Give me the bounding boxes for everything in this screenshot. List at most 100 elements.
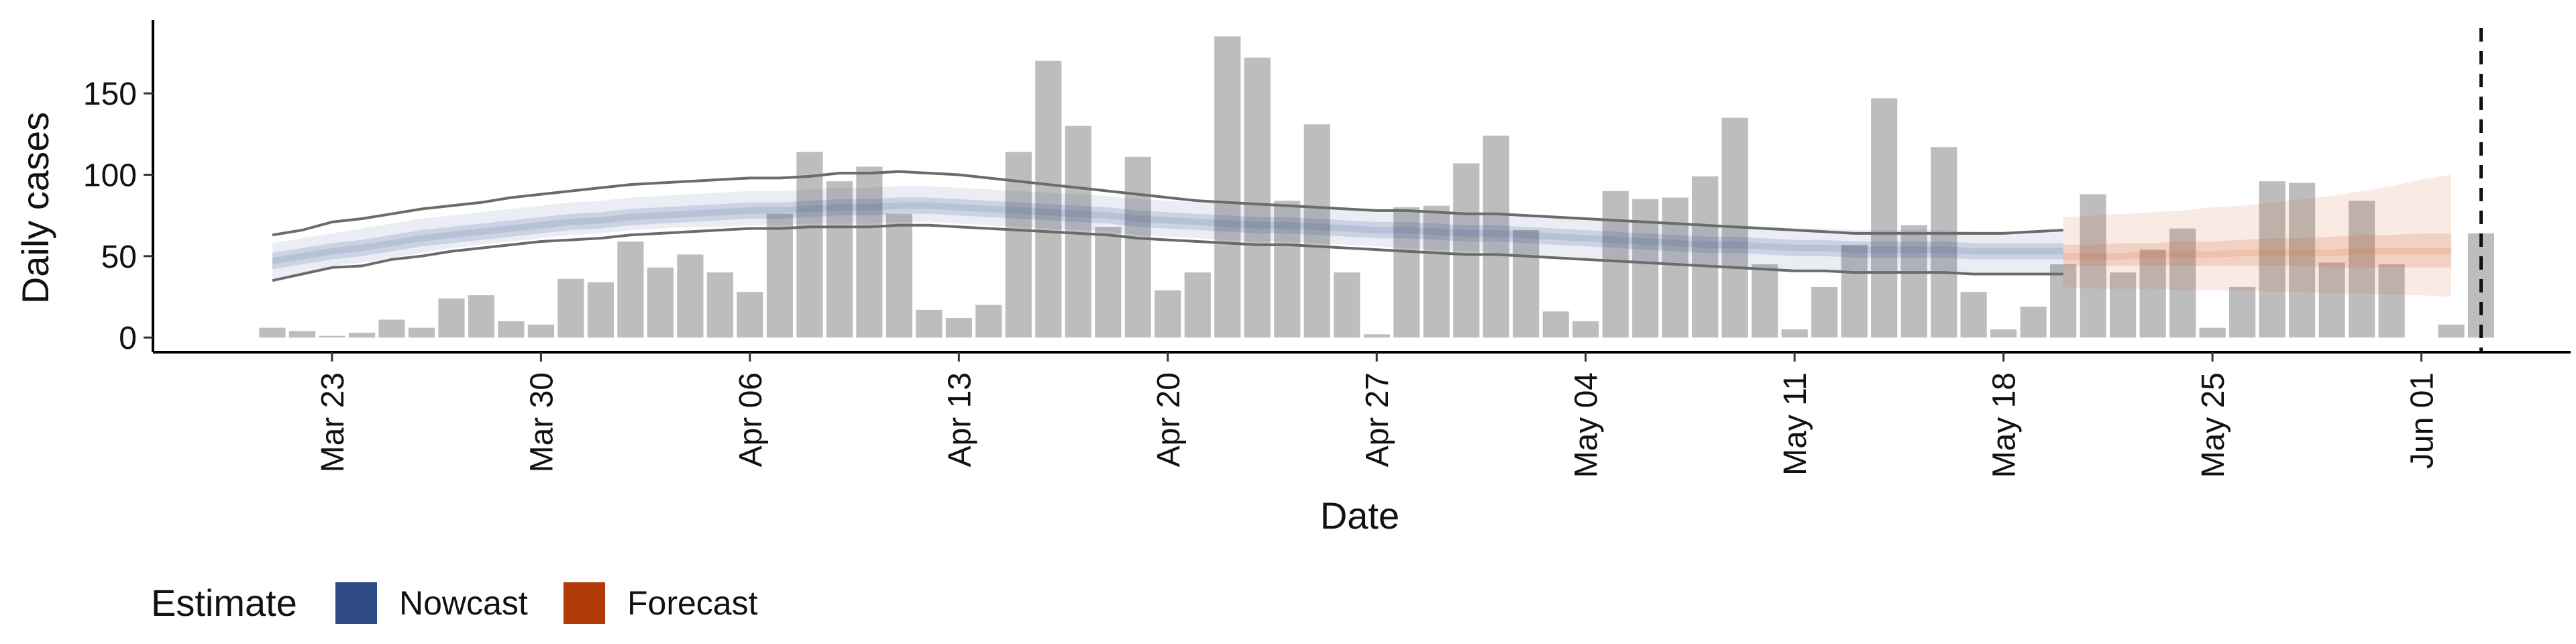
daily-case-bar [2229, 286, 2256, 338]
y-tick-label: 0 [119, 321, 137, 356]
daily-case-bar [1990, 329, 2017, 338]
daily-case-bar [1752, 264, 1778, 338]
daily-case-bar [527, 324, 554, 338]
legend-swatch-nowcast [335, 582, 377, 624]
daily-case-bar [1363, 334, 1390, 338]
legend-swatch-forecast [564, 582, 605, 624]
daily-case-bar [259, 327, 286, 338]
x-tick-label: May 25 [2196, 372, 2231, 478]
daily-case-bar [468, 295, 495, 338]
x-tick-label: Apr 13 [942, 372, 977, 467]
daily-case-bar [1303, 124, 1330, 338]
x-tick-label: May 04 [1569, 372, 1605, 478]
x-tick-label: Mar 23 [315, 372, 351, 472]
x-tick-label: Mar 30 [524, 372, 559, 472]
daily-case-bar [1960, 292, 1987, 338]
daily-case-bar [647, 267, 674, 338]
daily-case-bar [885, 213, 912, 338]
legend-label-forecast: Forecast [627, 584, 758, 622]
daily-case-bar [856, 166, 883, 338]
bound-lines-layer [272, 28, 2483, 354]
daily-case-bar [1244, 57, 1271, 338]
x-tick-label: Jun 01 [2405, 372, 2440, 469]
nowcast-lower-bound-line [272, 223, 2063, 282]
daily-case-bar [677, 254, 704, 338]
daily-case-bar [1513, 230, 1540, 338]
nowcast-outer-band [272, 186, 2063, 279]
daily-case-bar [706, 272, 733, 338]
daily-case-bar [348, 332, 376, 338]
daily-case-bar [1184, 272, 1211, 338]
daily-case-bar [766, 213, 793, 338]
daily-case-bar [2378, 264, 2405, 338]
daily-case-bar [1931, 147, 1957, 338]
x-tick-label: Apr 06 [733, 372, 769, 467]
daily-case-bar [2199, 327, 2226, 338]
daily-case-bar [826, 181, 853, 338]
daily-case-bar [1483, 136, 1509, 338]
daily-case-bar [1542, 311, 1569, 338]
daily-case-bar [2050, 264, 2077, 338]
daily-case-bar [2080, 194, 2106, 338]
daily-case-bar [1841, 244, 1868, 338]
daily-case-bar [2289, 182, 2316, 338]
forecast-inner-band [2063, 233, 2451, 268]
daily-case-bar [408, 327, 435, 338]
daily-case-bar [1692, 176, 1719, 338]
x-tick-label: Apr 27 [1360, 372, 1395, 467]
forecast-median-band [2063, 248, 2451, 260]
legend-label-nowcast: Nowcast [399, 584, 528, 622]
daily-case-bar [319, 335, 345, 338]
daily-case-bar [1871, 98, 1898, 338]
daily-case-bar [2110, 272, 2137, 338]
daily-case-bar [378, 319, 405, 338]
daily-case-bar [1453, 163, 1480, 338]
daily-case-bar [1124, 156, 1151, 338]
daily-case-bar [2139, 250, 2166, 338]
nowcast-upper-bound-line [272, 170, 2063, 237]
x-tick-label: May 11 [1778, 372, 1813, 476]
y-tick-label: 100 [83, 158, 137, 194]
nowcast-inner-band [272, 197, 2063, 270]
daily-case-bar [945, 318, 972, 338]
daily-case-bar [2349, 201, 2375, 338]
y-tick-label: 150 [83, 76, 137, 112]
y-axis-title: Daily cases [14, 112, 56, 304]
daily-case-bar [796, 152, 823, 338]
daily-case-bar [438, 298, 465, 338]
daily-case-bar [1811, 286, 1838, 338]
daily-case-bar [1602, 191, 1629, 338]
daily-case-bar [1155, 290, 1181, 338]
daily-case-bar [1572, 321, 1599, 338]
daily-case-bar [2259, 181, 2286, 338]
daily-case-bar [1662, 197, 1688, 338]
daily-case-bar [1334, 272, 1360, 338]
daily-case-bar [1423, 205, 1450, 338]
daily-case-bar [737, 292, 763, 338]
x-tick-label: Apr 20 [1151, 372, 1187, 467]
daily-case-bar [2318, 262, 2345, 338]
daily-case-bar [1035, 60, 1062, 338]
daily-case-bar [975, 305, 1002, 338]
forecast-outer-band [2063, 174, 2451, 297]
daily-case-bar [916, 309, 943, 338]
bars-layer [259, 36, 2495, 338]
estimate-bands-layer [272, 174, 2451, 297]
daily-case-bar [1393, 207, 1420, 338]
daily-case-bar [1900, 225, 1927, 338]
daily-case-bar [1214, 36, 1241, 338]
daily-case-bar [1274, 201, 1301, 338]
y-tick-label: 50 [101, 239, 137, 275]
daily-case-bar [2438, 324, 2465, 338]
daily-case-bar [587, 282, 614, 338]
axes-layer: 0 50 100 150 Mar 23 Mar 30 Apr 06 Apr 13 Apr 20 A… [83, 20, 2571, 478]
daily-case-bar [617, 241, 644, 338]
daily-case-bar [1781, 329, 1808, 338]
daily-case-bar [1632, 199, 1659, 338]
x-tick-label: May 18 [1987, 372, 2023, 478]
daily-case-bar [498, 321, 525, 338]
daily-case-bar [557, 278, 584, 338]
legend: Estimate Nowcast Forecast [151, 582, 758, 624]
daily-case-bar [288, 331, 316, 338]
daily-case-bar [2169, 228, 2196, 338]
